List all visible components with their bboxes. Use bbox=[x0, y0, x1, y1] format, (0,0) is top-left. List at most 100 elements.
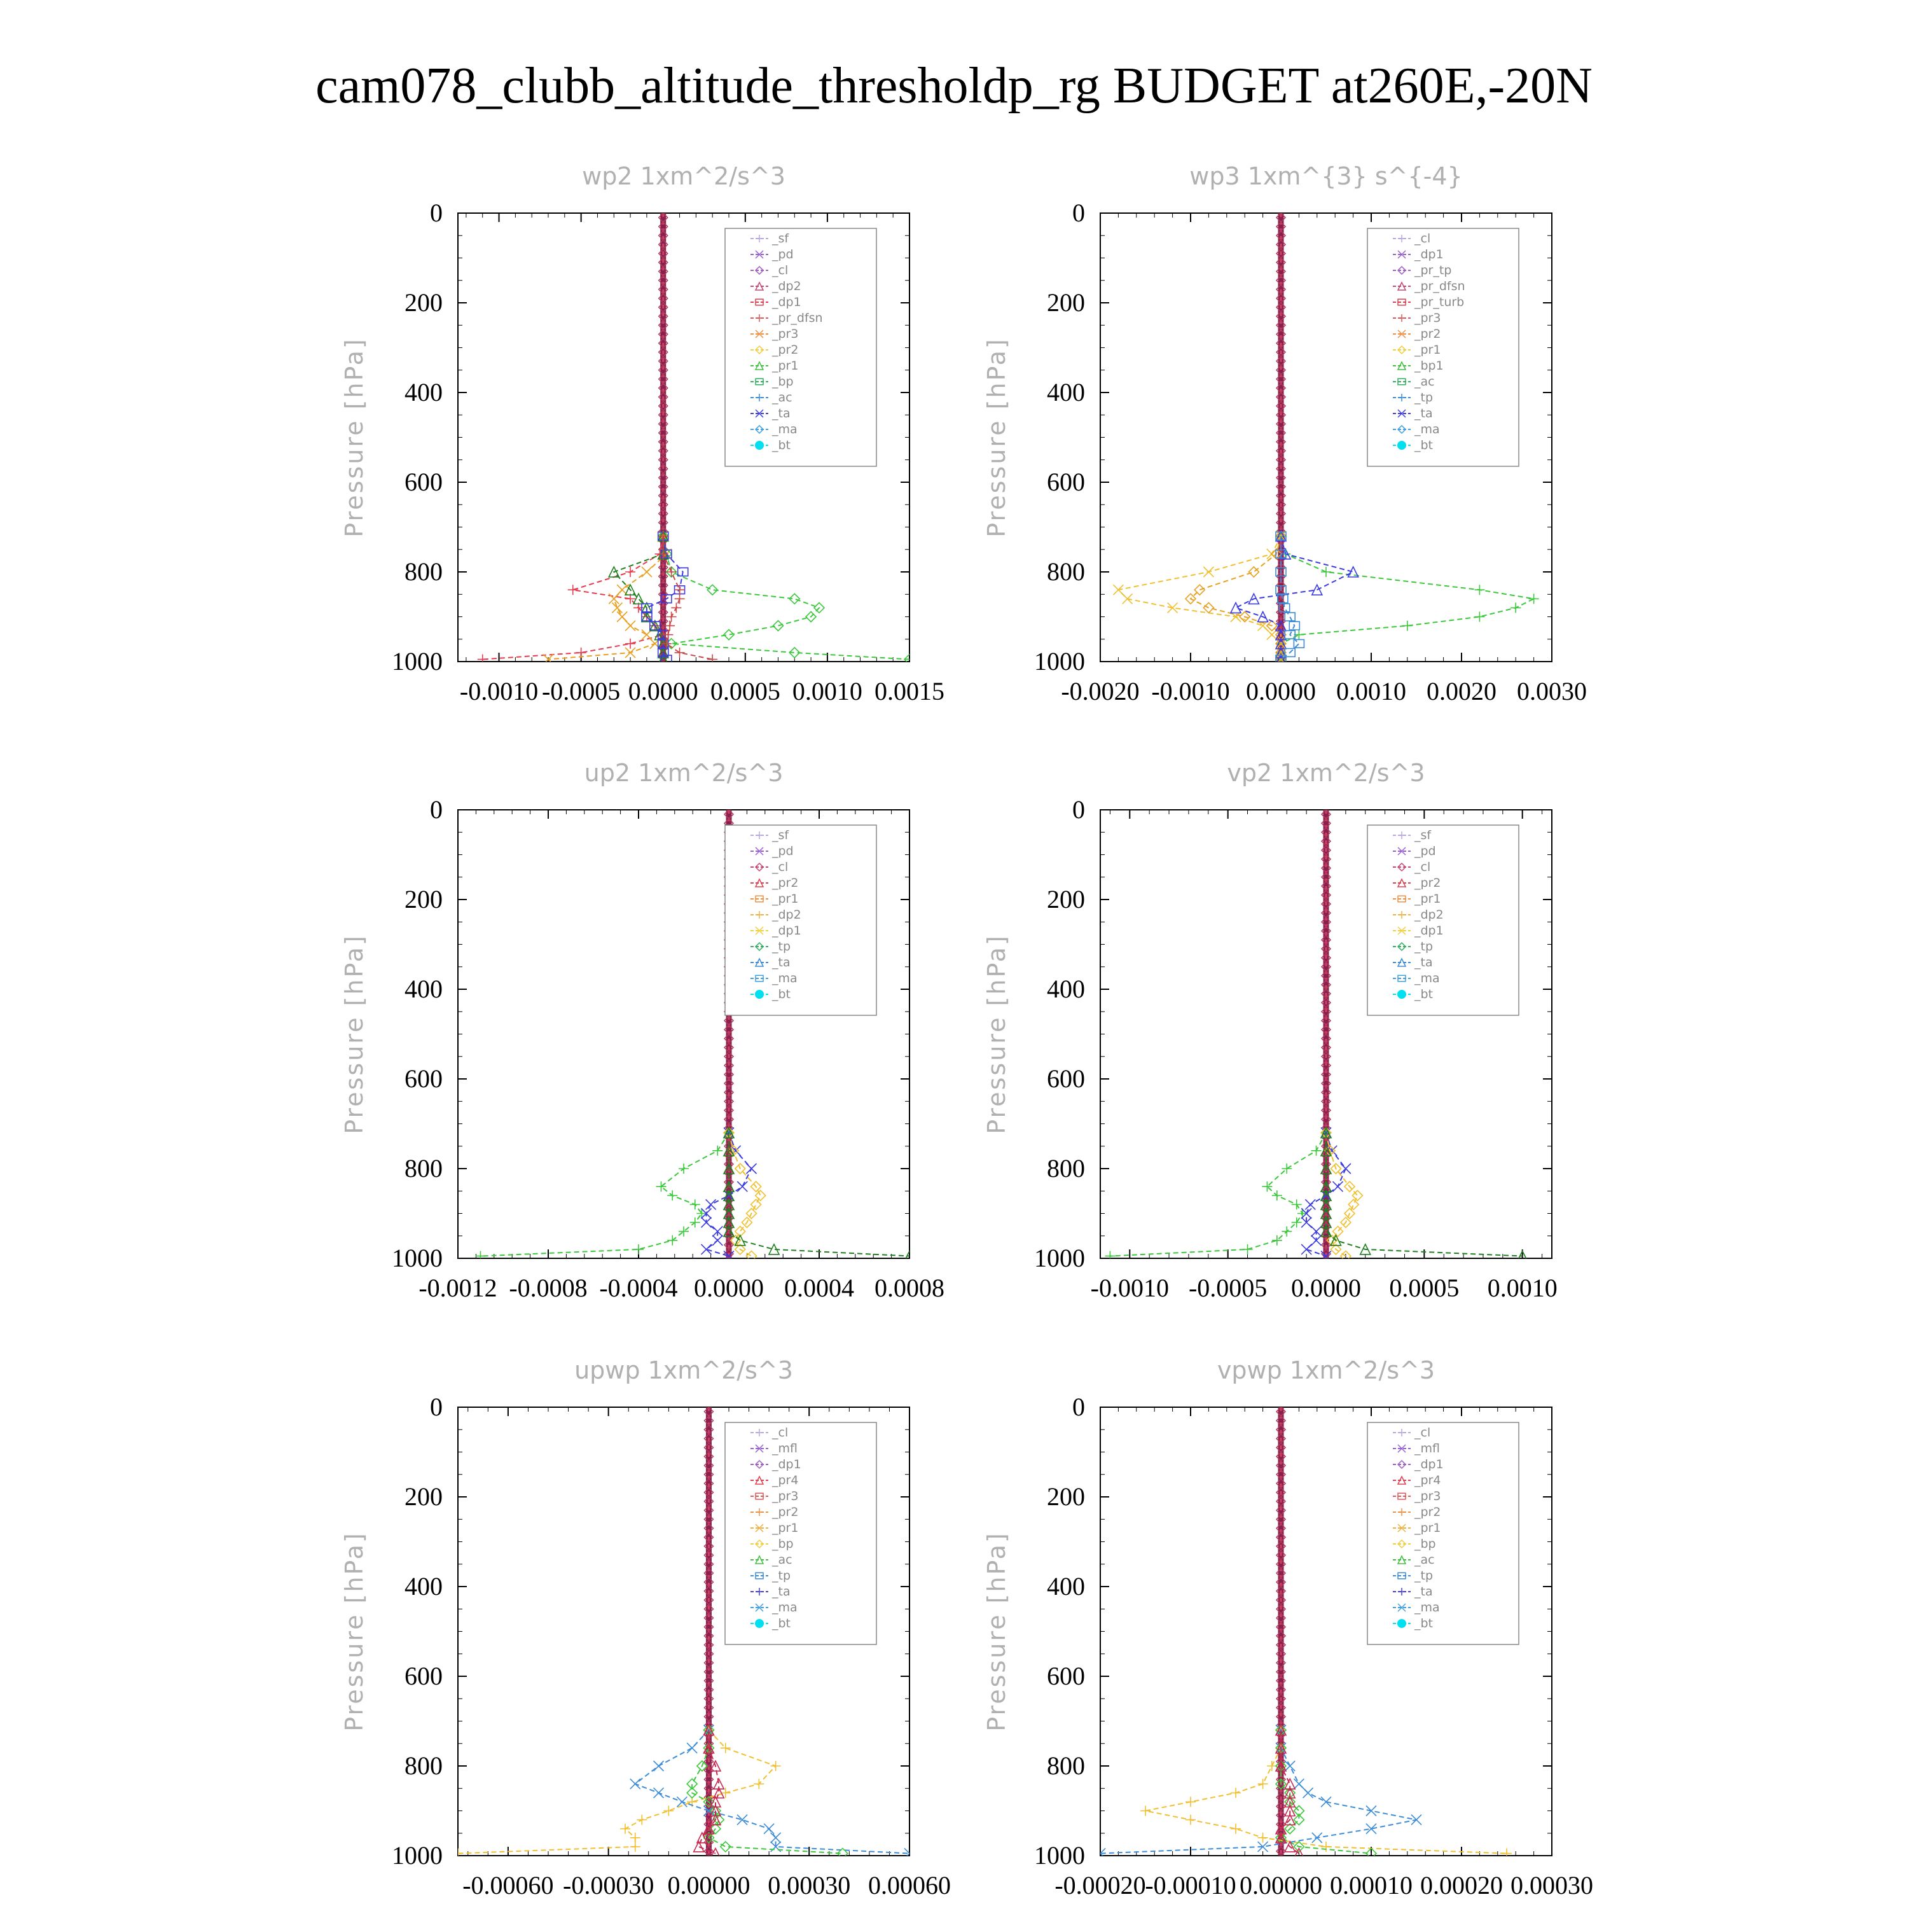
data-point bbox=[813, 602, 826, 614]
data-point bbox=[722, 1207, 735, 1220]
series-line-pr1 bbox=[1145, 1730, 1507, 1854]
y-tick-label: 200 bbox=[1047, 885, 1085, 914]
data-point bbox=[1277, 594, 1289, 604]
data-point bbox=[1270, 548, 1283, 560]
data-point bbox=[734, 1234, 747, 1246]
data-point bbox=[772, 620, 784, 632]
y-axis-label: Pressure [hPa] bbox=[340, 337, 368, 538]
data-point bbox=[671, 602, 682, 613]
legend-label: _cl bbox=[771, 1426, 788, 1440]
data-point bbox=[703, 1723, 715, 1736]
legend-label: _pr1 bbox=[1414, 1521, 1441, 1535]
data-point bbox=[696, 1208, 707, 1219]
data-point bbox=[674, 585, 685, 595]
legend-label: _ta bbox=[1414, 1585, 1433, 1599]
y-tick-label: 1000 bbox=[392, 647, 443, 676]
y-tick-label: 1000 bbox=[1034, 647, 1085, 676]
legend-marker bbox=[1397, 441, 1406, 450]
data-point bbox=[1283, 1786, 1296, 1799]
legend-marker bbox=[1398, 911, 1406, 919]
x-tick-label: 0.0020 bbox=[1427, 677, 1497, 705]
y-axis-label: Pressure [hPa] bbox=[340, 934, 368, 1134]
y-tick-label: 400 bbox=[1047, 1572, 1085, 1601]
data-point bbox=[1339, 1216, 1352, 1228]
data-point bbox=[1257, 1841, 1269, 1852]
panel-up2: up2 1xm^2/s^3 Pressure [hPa] 0 200 400 600 800… bbox=[340, 759, 944, 1302]
data-point bbox=[1282, 1164, 1292, 1174]
data-point bbox=[658, 548, 668, 559]
data-point bbox=[640, 610, 653, 623]
data-point bbox=[661, 594, 672, 604]
data-point bbox=[1332, 1181, 1344, 1192]
panel-title: wp2 1xm^2/s^3 bbox=[582, 162, 785, 190]
legend-label: _pr_dfsn bbox=[1414, 279, 1465, 293]
data-point bbox=[722, 629, 735, 641]
data-point bbox=[1284, 612, 1296, 622]
data-point bbox=[1248, 566, 1260, 578]
data-point bbox=[1248, 592, 1260, 605]
x-tick-label: -0.00060 bbox=[462, 1871, 553, 1900]
data-point bbox=[693, 1840, 705, 1852]
data-point bbox=[1347, 566, 1359, 578]
legend-marker bbox=[1398, 1508, 1406, 1516]
legend-marker bbox=[1397, 1539, 1407, 1549]
data-point bbox=[720, 1788, 731, 1798]
data-point bbox=[1301, 1244, 1312, 1255]
data-point bbox=[1194, 584, 1206, 596]
legend-label: _cl bbox=[771, 263, 788, 277]
legend-marker bbox=[755, 441, 764, 450]
legend-label: _tp bbox=[771, 940, 791, 954]
data-point bbox=[1330, 1243, 1342, 1256]
data-point bbox=[712, 1145, 723, 1156]
legend-label: _tp bbox=[1414, 391, 1433, 405]
x-tick-label: 0.0010 bbox=[1488, 1274, 1558, 1302]
legend-label: _sf bbox=[771, 828, 789, 842]
data-point bbox=[616, 584, 628, 595]
legend-label: _pr2 bbox=[1414, 1505, 1441, 1519]
data-point bbox=[709, 1823, 722, 1835]
data-point bbox=[1304, 1199, 1316, 1210]
data-point bbox=[1320, 1126, 1332, 1139]
data-point bbox=[1275, 1760, 1287, 1772]
series-line-pr2 bbox=[1189, 536, 1282, 660]
data-point bbox=[1320, 1796, 1332, 1807]
legend-marker bbox=[1398, 314, 1406, 322]
y-axis-label: Pressure [hPa] bbox=[983, 934, 1011, 1134]
data-point bbox=[707, 654, 718, 662]
legend: _sf _pd _cl _pr2 _pr1 _dp2 _dp1 _tp _ta _ma _bt bbox=[724, 824, 877, 1016]
legend-label: _pr3 bbox=[1414, 1489, 1441, 1503]
x-tick-label: 0.00030 bbox=[768, 1871, 850, 1900]
data-point bbox=[709, 1813, 722, 1826]
panel-title: up2 1xm^2/s^3 bbox=[584, 759, 784, 787]
legend-marker bbox=[1398, 1588, 1406, 1595]
x-tick-label: 0.00030 bbox=[1510, 1871, 1593, 1900]
legend-label: _ac bbox=[1414, 375, 1435, 389]
y-tick-label: 200 bbox=[404, 288, 443, 317]
data-point bbox=[1275, 531, 1287, 542]
legend-label: _pd bbox=[771, 844, 794, 858]
legend-marker bbox=[754, 1555, 764, 1564]
legend-box bbox=[1367, 228, 1519, 467]
y-tick-label: 600 bbox=[1047, 1064, 1085, 1093]
x-tick-label: 0.0008 bbox=[874, 1274, 944, 1302]
y-axis-label: Pressure [hPa] bbox=[340, 1531, 368, 1732]
legend-marker bbox=[754, 424, 764, 434]
data-point bbox=[696, 1760, 709, 1772]
panel-vpwp: vpwp 1xm^2/s^3 Pressure [hPa] 0 200 400 600 80… bbox=[983, 1356, 1593, 1900]
data-point bbox=[689, 1217, 700, 1228]
legend-label: _pr1 bbox=[771, 359, 798, 373]
data-point bbox=[700, 1217, 712, 1228]
y-tick-label: 600 bbox=[404, 1662, 443, 1690]
legend-marker bbox=[1397, 361, 1407, 370]
data-point bbox=[722, 1216, 735, 1228]
data-point bbox=[630, 1841, 640, 1852]
legend-marker bbox=[755, 895, 764, 903]
data-point bbox=[750, 1181, 762, 1193]
data-point bbox=[1528, 594, 1539, 604]
legend-marker bbox=[756, 831, 763, 839]
data-point bbox=[734, 1243, 746, 1256]
data-point bbox=[1239, 611, 1251, 623]
legend-label: _pr2 bbox=[1414, 876, 1441, 890]
data-point bbox=[1275, 531, 1287, 541]
data-point bbox=[1359, 1243, 1372, 1255]
